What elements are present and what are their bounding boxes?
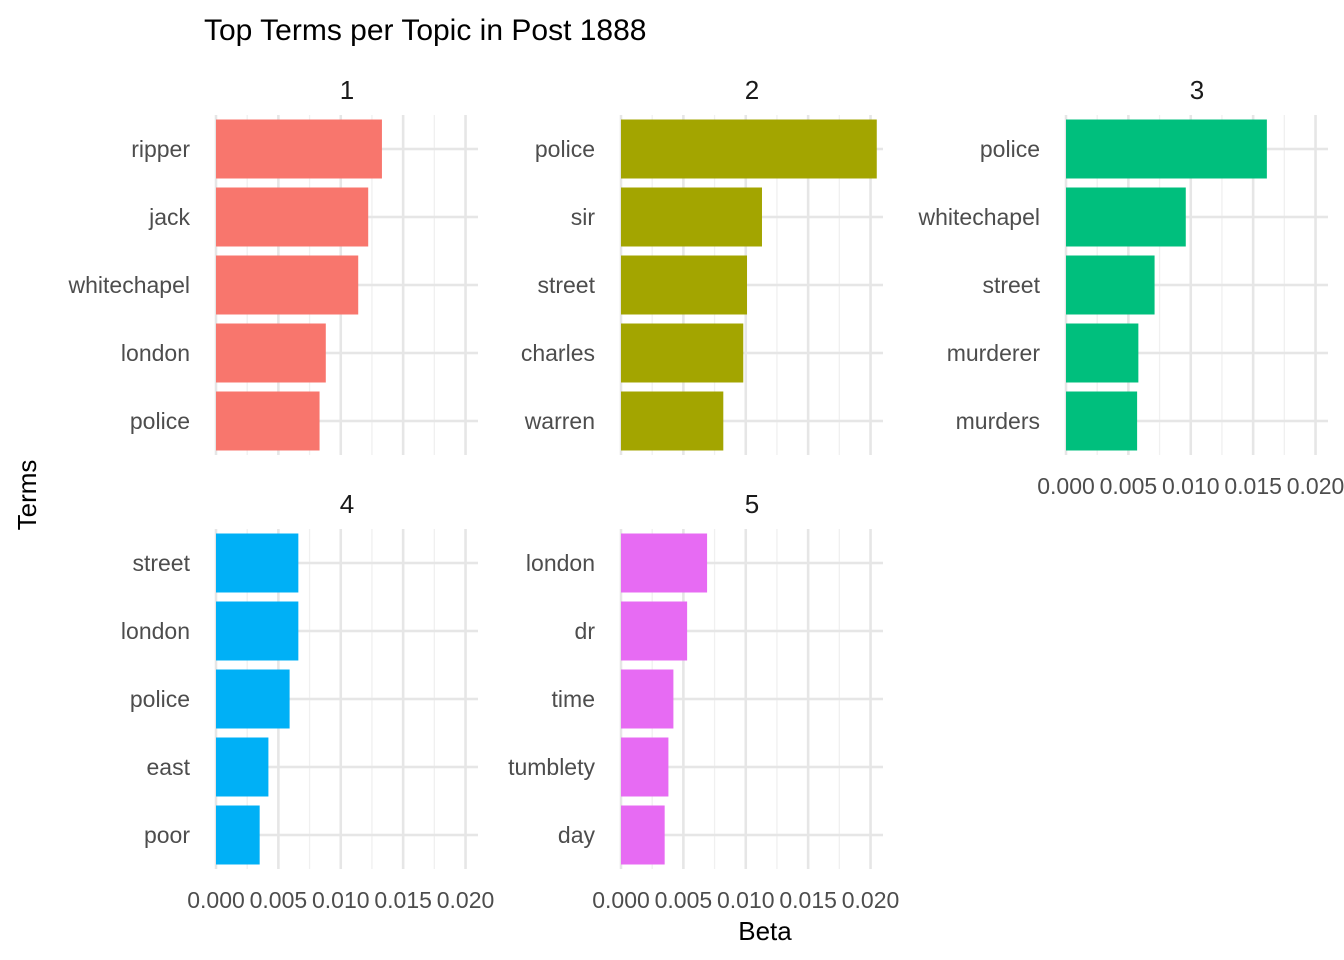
term-label: time [552, 686, 595, 712]
x-tick-label: 0.000 [1037, 473, 1095, 499]
bar-london [216, 323, 326, 383]
term-label: london [121, 618, 190, 644]
bar-street [1066, 255, 1155, 315]
term-label: jack [148, 204, 190, 230]
term-label: police [980, 136, 1040, 162]
x-tick-label: 0.015 [779, 887, 837, 913]
bar-jack [216, 187, 369, 247]
term-label: police [130, 408, 190, 434]
term-label: east [147, 754, 191, 780]
bar-whitechapel [216, 255, 359, 315]
term-label: whitechapel [68, 272, 190, 298]
facet-label: 2 [745, 75, 759, 105]
facet-panels: 1 ripper jack whitechapel london police 2 polic… [68, 75, 1344, 913]
bar-tumblety [621, 737, 669, 797]
term-label: warren [524, 408, 595, 434]
bar-charles [621, 323, 744, 383]
bar-street [216, 533, 299, 593]
x-axis-label: Beta [738, 916, 792, 946]
x-tick-label: 0.000 [187, 887, 245, 913]
term-label: street [132, 550, 190, 576]
x-tick-label: 0.020 [1287, 473, 1344, 499]
bar-poor [216, 805, 260, 865]
bar-london [621, 533, 708, 593]
term-label: ripper [131, 136, 190, 162]
term-label: tumblety [508, 754, 595, 780]
x-tick-label: 0.005 [250, 887, 308, 913]
bar-london [216, 601, 299, 661]
bar-police [621, 119, 877, 179]
facet-panel-1: 1 ripper jack whitechapel london police [68, 75, 478, 455]
x-tick-label: 0.010 [717, 887, 775, 913]
term-label: police [535, 136, 595, 162]
x-tick-label: 0.015 [1224, 473, 1282, 499]
facet-label: 5 [745, 489, 759, 519]
x-tick-label: 0.000 [592, 887, 650, 913]
bar-murderer [1066, 323, 1139, 383]
bar-dr [621, 601, 688, 661]
facet-label: 4 [340, 489, 354, 519]
term-label: day [558, 822, 596, 848]
term-label: dr [575, 618, 596, 644]
term-label: london [121, 340, 190, 366]
x-tick-label: 0.005 [655, 887, 713, 913]
term-label: poor [144, 822, 190, 848]
facet-label: 1 [340, 75, 354, 105]
bar-police [216, 669, 290, 729]
facet-panel-2: 2 police sir street charles warren [521, 75, 883, 455]
facet-label: 3 [1190, 75, 1204, 105]
bar-police [1066, 119, 1267, 179]
term-label: whitechapel [918, 204, 1040, 230]
y-axis-label: Terms [12, 460, 42, 531]
bar-murders [1066, 391, 1138, 451]
chart-title: Top Terms per Topic in Post 1888 [204, 14, 646, 47]
term-label: street [537, 272, 595, 298]
bar-warren [621, 391, 724, 451]
x-tick-label: 0.010 [1162, 473, 1220, 499]
x-tick-label: 0.010 [312, 887, 370, 913]
x-tick-label: 0.020 [842, 887, 900, 913]
x-tick-label: 0.020 [437, 887, 495, 913]
term-label: murderer [947, 340, 1041, 366]
bar-day [621, 805, 665, 865]
term-label: street [982, 272, 1040, 298]
bar-ripper [216, 119, 382, 179]
bar-time [621, 669, 674, 729]
term-label: sir [571, 204, 596, 230]
bar-street [621, 255, 748, 315]
facet-panel-3: 3 police whitechapel street murderer murders 0… [918, 75, 1344, 499]
term-label: police [130, 686, 190, 712]
bar-whitechapel [1066, 187, 1186, 247]
term-label: murders [956, 408, 1040, 434]
bar-sir [621, 187, 762, 247]
bar-police [216, 391, 320, 451]
term-label: charles [521, 340, 595, 366]
x-tick-label: 0.005 [1100, 473, 1158, 499]
bar-east [216, 737, 269, 797]
term-label: london [526, 550, 595, 576]
x-tick-label: 0.015 [374, 887, 432, 913]
